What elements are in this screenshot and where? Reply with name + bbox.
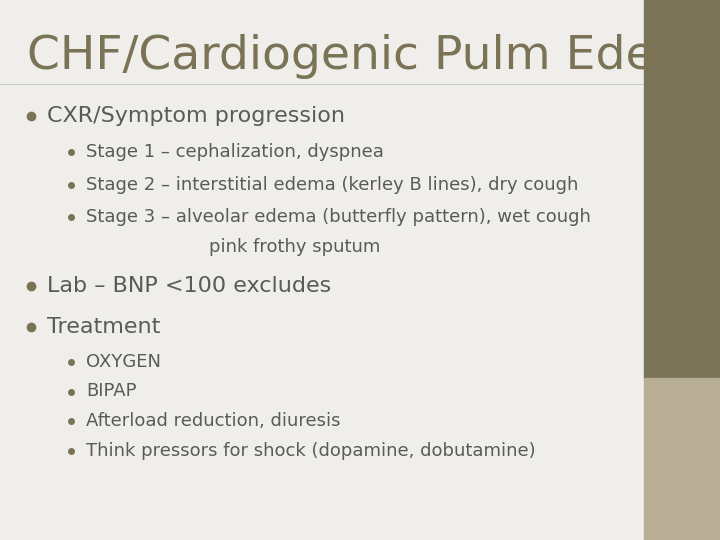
Text: Stage 1 – cephalization, dyspnea: Stage 1 – cephalization, dyspnea: [86, 143, 384, 161]
Text: Stage 2 – interstitial edema (kerley B lines), dry cough: Stage 2 – interstitial edema (kerley B l…: [86, 176, 579, 194]
Text: pink frothy sputum: pink frothy sputum: [209, 238, 380, 256]
Text: CXR/Symptom progression: CXR/Symptom progression: [47, 106, 345, 126]
Text: OXYGEN: OXYGEN: [86, 353, 161, 371]
Text: Think pressors for shock (dopamine, dobutamine): Think pressors for shock (dopamine, dobu…: [86, 442, 536, 460]
Text: Afterload reduction, diuresis: Afterload reduction, diuresis: [86, 412, 341, 430]
Text: Lab – BNP <100 excludes: Lab – BNP <100 excludes: [47, 276, 331, 296]
Text: BIPAP: BIPAP: [86, 382, 137, 401]
Text: Stage 3 – alveolar edema (butterfly pattern), wet cough: Stage 3 – alveolar edema (butterfly patt…: [86, 208, 591, 226]
Text: CHF/Cardiogenic Pulm Edema: CHF/Cardiogenic Pulm Edema: [27, 34, 720, 79]
Text: Treatment: Treatment: [47, 316, 160, 337]
